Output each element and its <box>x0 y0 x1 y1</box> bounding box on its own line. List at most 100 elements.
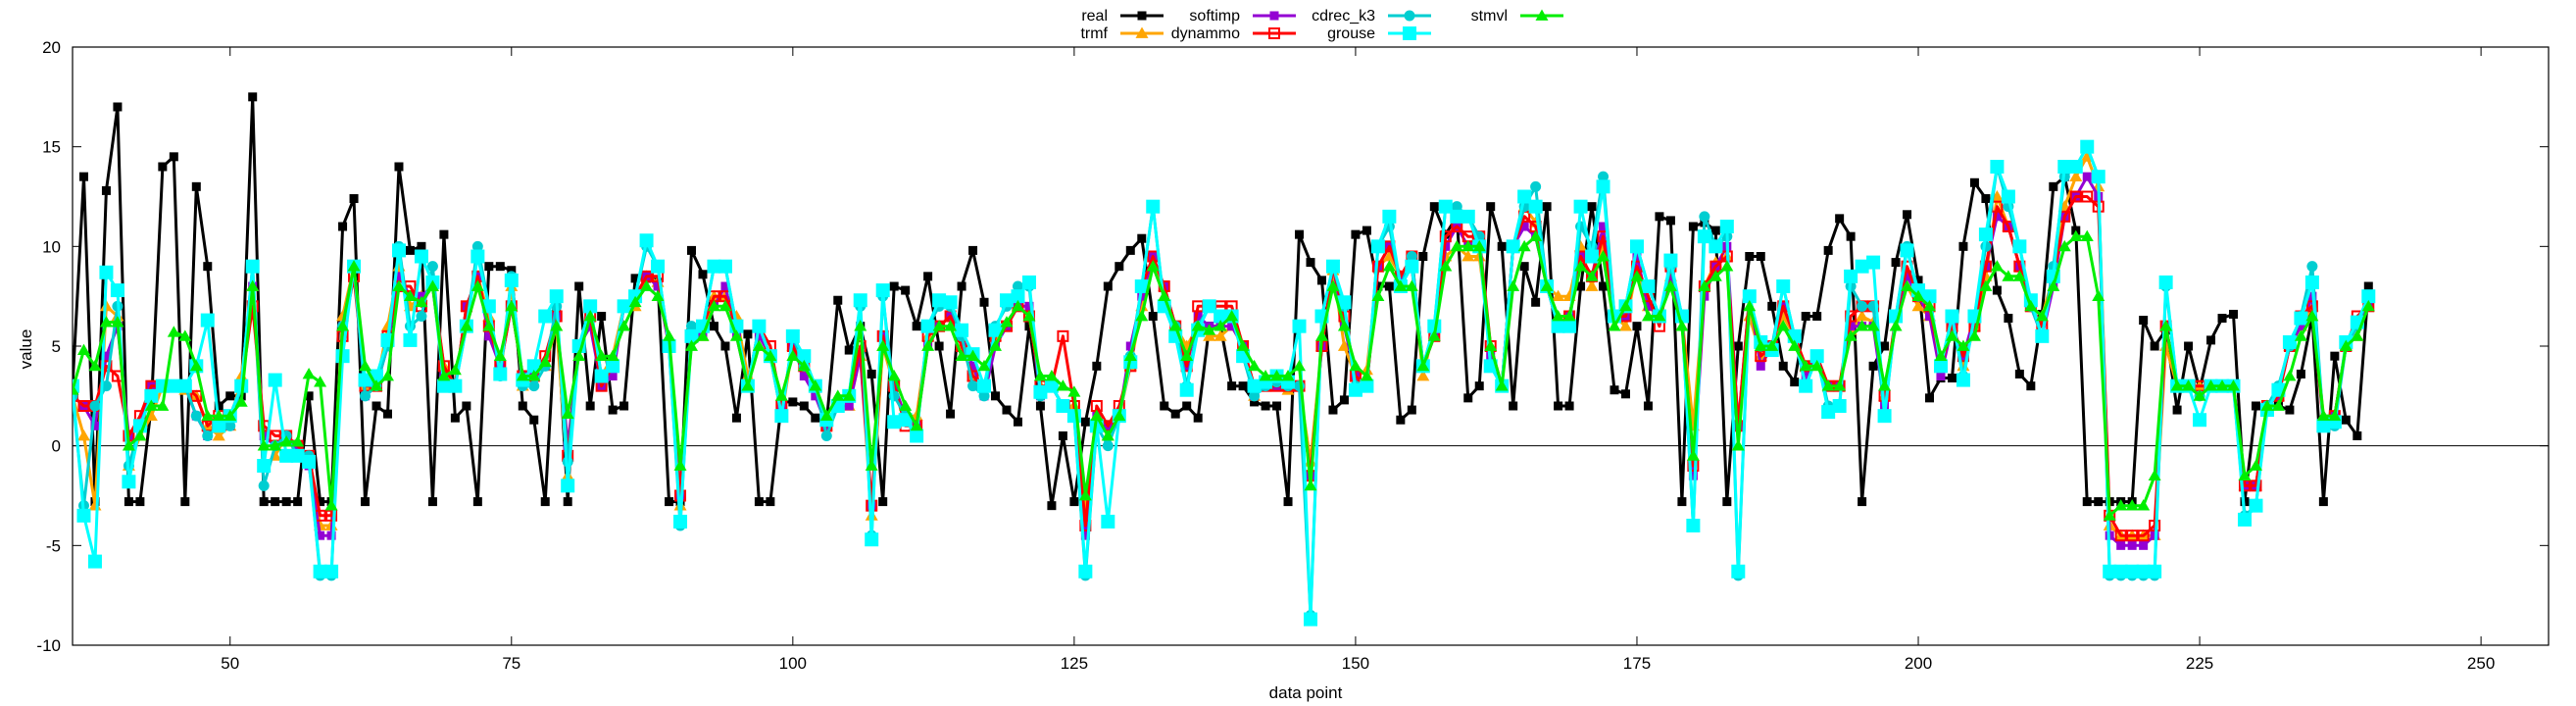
data-point-stmvl <box>1923 299 1936 312</box>
data-point-real <box>1542 202 1552 212</box>
data-point-grouse <box>1405 259 1419 274</box>
data-point-grouse <box>752 319 767 333</box>
data-point-real <box>698 270 708 279</box>
legend-marker-cdrec_k3 <box>1404 10 1415 22</box>
legend-marker-softimp <box>1269 11 1279 21</box>
data-point-stmvl <box>370 379 383 391</box>
data-point-real <box>1531 297 1541 307</box>
data-point-grouse <box>1517 189 1532 204</box>
data-point-dynammo <box>2114 530 2127 542</box>
data-point-softimp <box>2082 172 2092 181</box>
data-point-real <box>1958 241 1968 251</box>
data-point-softimp <box>1846 322 1856 331</box>
data-point-real <box>2341 415 2351 425</box>
data-point-stmvl <box>73 383 79 395</box>
data-point-grouse <box>1922 289 1937 304</box>
x-tick-label: 225 <box>2186 654 2213 673</box>
data-point-stmvl <box>2002 270 2015 281</box>
data-point-real <box>1632 322 1642 331</box>
data-point-real <box>1193 413 1203 423</box>
data-point-real <box>867 369 876 378</box>
data-point-stmvl <box>2114 499 2128 511</box>
data-point-stmvl <box>774 389 788 401</box>
data-point-stmvl <box>460 320 473 331</box>
data-point-cdrec_k3 <box>202 430 214 441</box>
series-stmvl <box>73 229 2375 521</box>
data-point-real <box>1677 497 1687 507</box>
data-point-real <box>417 241 426 251</box>
data-point-dynammo <box>2081 190 2094 203</box>
data-point-cdrec_k3 <box>89 400 101 412</box>
data-point-stmvl <box>1113 409 1126 422</box>
data-point-real <box>574 281 584 291</box>
data-point-stmvl <box>538 355 552 368</box>
data-point-real <box>450 413 460 423</box>
data-point-stmvl <box>144 399 158 411</box>
data-point-stmvl <box>2103 509 2116 521</box>
data-point-real <box>427 497 437 507</box>
data-point-softimp <box>720 281 730 291</box>
data-point-grouse <box>2113 564 2128 579</box>
data-point-grouse <box>1214 309 1228 324</box>
data-point-grouse <box>1731 564 1746 579</box>
data-point-stmvl <box>2092 289 2105 302</box>
data-point-softimp <box>1643 301 1653 311</box>
data-point-stmvl <box>910 419 923 431</box>
data-point-stmvl <box>2260 399 2274 411</box>
data-point-stmvl <box>1033 370 1047 381</box>
data-point-stmvl <box>291 435 305 447</box>
data-point-trmf <box>212 429 225 441</box>
data-point-softimp <box>1665 272 1675 281</box>
data-point-softimp <box>1992 212 2002 222</box>
data-point-real <box>968 245 978 255</box>
data-point-stmvl <box>842 389 856 401</box>
data-point-stmvl <box>1022 310 1036 322</box>
data-point-grouse <box>988 323 1003 337</box>
data-point-stmvl <box>403 289 417 302</box>
data-point-real <box>2251 401 2260 411</box>
data-point-stmvl <box>1866 320 1880 331</box>
data-point-stmvl <box>1045 370 1059 381</box>
legend-item-dynammo: dynammo <box>1171 25 1296 42</box>
data-point-stmvl <box>1123 349 1137 362</box>
data-point-stmvl <box>921 339 935 351</box>
data-point-stmvl <box>1416 359 1430 372</box>
data-point-real <box>259 497 269 507</box>
data-point-grouse <box>1663 253 1678 268</box>
data-point-softimp <box>1801 372 1810 380</box>
data-point-grouse <box>594 369 609 383</box>
data-point-stmvl <box>76 343 90 355</box>
data-point-stmvl <box>618 320 631 331</box>
data-point-cdrec_k3 <box>528 380 540 392</box>
data-point-real <box>878 497 888 507</box>
data-point-grouse <box>774 409 789 424</box>
data-point-stmvl <box>1405 279 1418 291</box>
data-point-real <box>507 266 517 276</box>
data-point-real <box>1903 210 1912 220</box>
data-point-softimp <box>1519 222 1529 231</box>
y-tick-label: 20 <box>42 38 61 57</box>
data-point-stmvl <box>1945 329 1958 341</box>
data-point-grouse <box>932 293 947 308</box>
data-point-stmvl <box>651 289 665 302</box>
data-point-real <box>608 405 618 415</box>
data-point-real <box>1092 361 1102 371</box>
data-point-stmvl <box>2283 370 2297 381</box>
data-point-real <box>901 285 911 295</box>
data-point-real <box>540 497 550 507</box>
data-point-stmvl <box>448 363 462 376</box>
data-point-grouse <box>448 378 463 393</box>
data-point-softimp <box>90 421 100 430</box>
data-point-stmvl <box>2316 409 2330 422</box>
data-point-softimp <box>1688 471 1698 480</box>
data-point-real <box>338 222 348 231</box>
data-point-real <box>495 262 505 272</box>
data-point-grouse <box>1933 359 1948 374</box>
data-point-grouse <box>583 299 598 314</box>
data-point-real <box>1643 401 1653 411</box>
data-point-trmf <box>1203 329 1216 341</box>
data-point-stmvl <box>1562 310 1576 322</box>
data-point-grouse <box>1304 612 1317 627</box>
data-point-real <box>101 185 111 195</box>
